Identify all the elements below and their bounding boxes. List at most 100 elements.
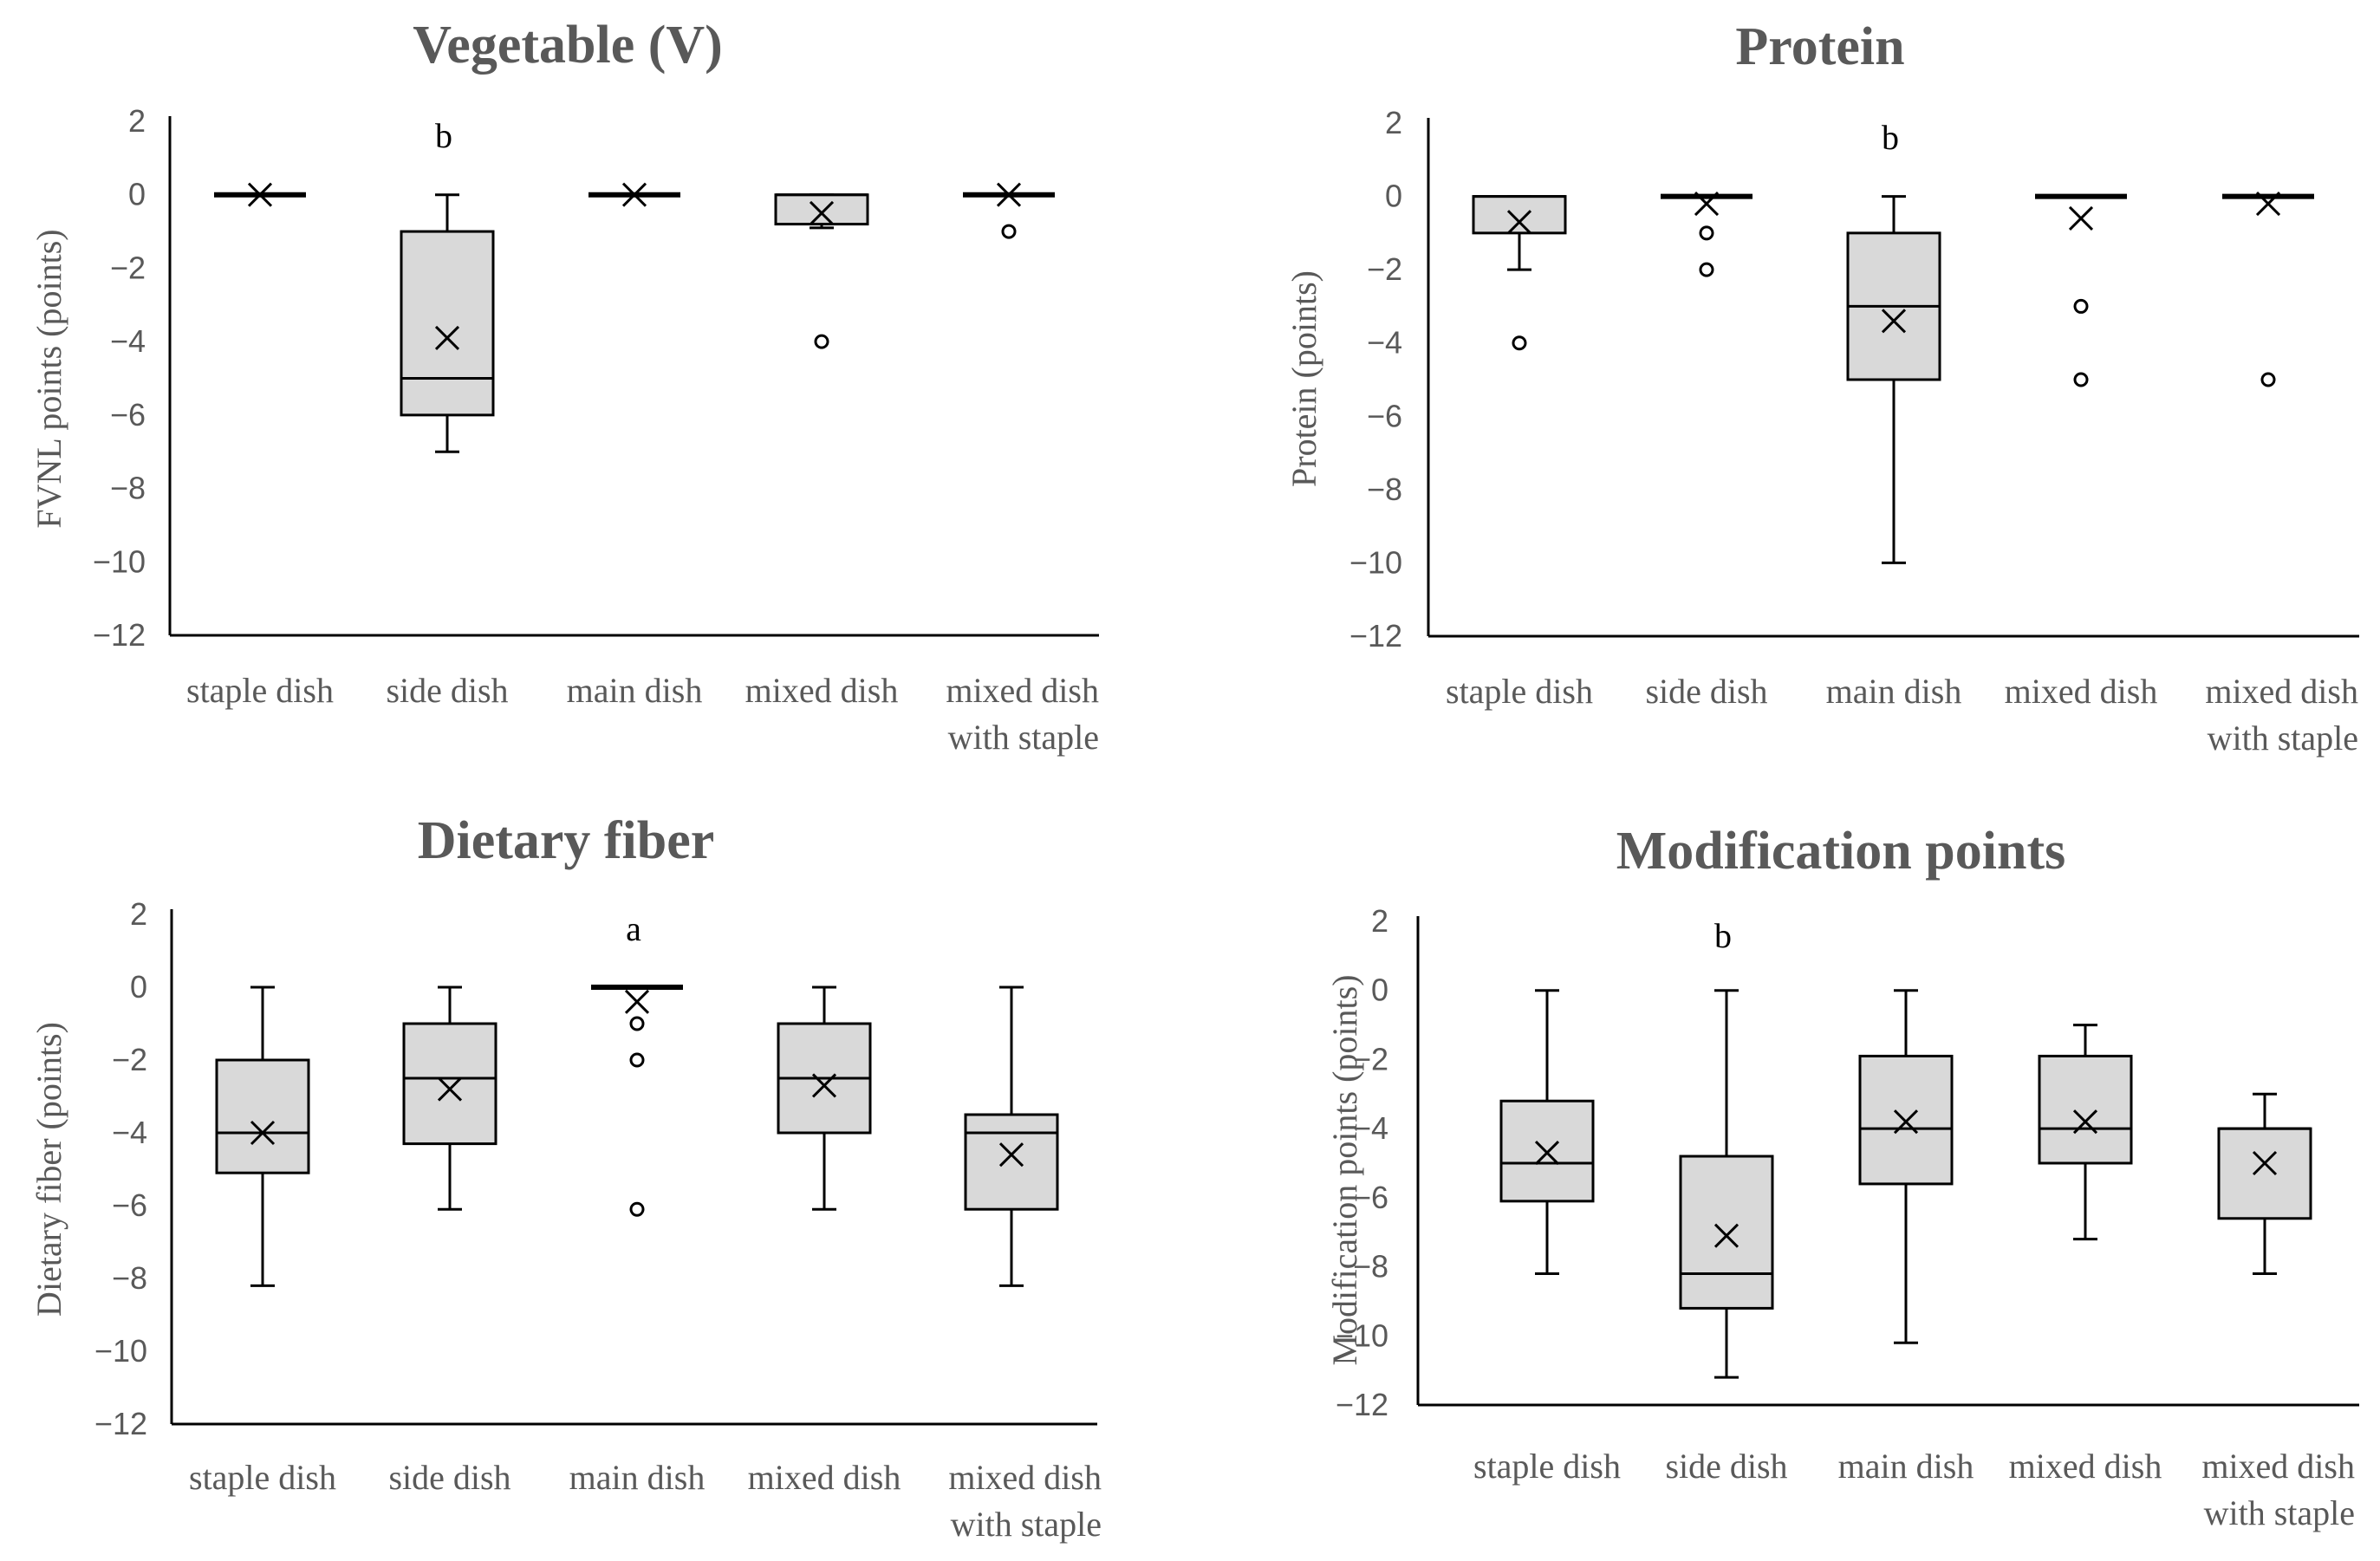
- outlier-point: [814, 334, 829, 349]
- mean-marker: [437, 1076, 463, 1102]
- y-tick-label: −10: [1349, 544, 1402, 580]
- y-tick-label: −12: [1349, 618, 1402, 654]
- category-label: staple dish: [189, 1458, 336, 1497]
- box-iqr: [1679, 1154, 1774, 1310]
- mean-marker: [2255, 191, 2281, 217]
- mean-marker: [624, 989, 650, 1014]
- outlier-point: [2073, 372, 2089, 387]
- y-axis-label: Dietary fiber (points): [29, 1022, 68, 1317]
- y-tick-label: −6: [1367, 398, 1402, 433]
- outlier-point: [629, 1201, 645, 1217]
- category-label: main dish: [1826, 672, 1962, 711]
- mean-marker: [811, 1073, 837, 1098]
- y-tick-label: −2: [112, 1042, 147, 1077]
- significance-letter: a: [626, 909, 641, 948]
- y-tick-label: 0: [1385, 179, 1402, 214]
- y-tick-label: 0: [1371, 972, 1388, 1008]
- box-iqr: [215, 1058, 310, 1174]
- box-iqr: [402, 1022, 497, 1146]
- y-axis-label: FVNL points (points): [29, 229, 68, 528]
- category-label: side dish: [1665, 1447, 1787, 1486]
- outlier-point: [1699, 225, 1714, 241]
- mean-marker: [998, 1142, 1024, 1167]
- significance-letter: b: [435, 116, 452, 155]
- y-tick-label: −4: [112, 1115, 147, 1150]
- mean-marker: [996, 182, 1022, 207]
- mean-marker: [1506, 210, 1532, 235]
- y-tick-label: −6: [1353, 1180, 1388, 1215]
- category-label: staple dish: [186, 671, 334, 710]
- outlier-point: [1512, 335, 1527, 351]
- mean-marker: [1893, 1109, 1919, 1135]
- mean-marker: [1694, 191, 1720, 217]
- mean-marker: [809, 200, 835, 225]
- y-tick-label: −2: [1367, 251, 1402, 287]
- category-label: main dish: [1838, 1447, 1974, 1486]
- category-label: mixed dish: [2005, 672, 2158, 711]
- mean-marker: [2068, 205, 2094, 231]
- chart-title: Protein: [1735, 17, 1904, 76]
- category-label: side dish: [1645, 672, 1767, 711]
- mean-marker: [247, 182, 273, 207]
- y-tick-label: 2: [1385, 105, 1402, 140]
- y-tick-label: 0: [128, 177, 146, 212]
- outlier-point: [1001, 224, 1017, 239]
- chart-title: Modification points: [1616, 822, 2065, 881]
- mean-marker: [2252, 1150, 2278, 1176]
- y-tick-label: −8: [1353, 1249, 1388, 1285]
- box-iqr: [964, 1113, 1059, 1211]
- category-label: mixed dish: [2205, 672, 2358, 711]
- category-label: side dish: [386, 671, 508, 710]
- chart-title: Vegetable (V): [413, 16, 723, 75]
- category-label: main dish: [567, 671, 703, 710]
- outlier-point: [629, 1016, 645, 1031]
- y-tick-label: 2: [130, 896, 147, 932]
- mean-marker: [1881, 309, 1907, 334]
- outlier-point: [2260, 372, 2276, 387]
- outlier-point: [2073, 298, 2089, 314]
- significance-letter: b: [1882, 118, 1899, 157]
- mean-marker: [434, 325, 460, 350]
- y-tick-label: −4: [1353, 1110, 1388, 1146]
- box-iqr: [774, 193, 869, 226]
- category-label: side dish: [388, 1458, 510, 1497]
- category-label: staple dish: [1446, 672, 1593, 711]
- y-tick-label: −12: [94, 1406, 147, 1441]
- y-tick-label: −6: [110, 397, 146, 433]
- y-tick-label: −2: [110, 250, 146, 285]
- category-label: with staple: [2208, 719, 2358, 758]
- y-tick-label: −4: [110, 323, 146, 359]
- y-tick-label: 2: [1371, 903, 1388, 939]
- category-label: mixed dish: [2009, 1447, 2162, 1486]
- y-tick-label: −8: [110, 471, 146, 506]
- significance-letter: b: [1714, 916, 1732, 955]
- category-label: mixed dish: [946, 671, 1099, 710]
- mean-marker: [2072, 1109, 2098, 1135]
- category-label: with staple: [948, 718, 1099, 757]
- category-label: mixed dish: [745, 671, 899, 710]
- box-iqr: [1472, 195, 1567, 235]
- outlier-point: [1699, 262, 1714, 277]
- y-tick-label: 2: [128, 103, 146, 139]
- mean-marker: [1713, 1223, 1739, 1248]
- category-label: mixed dish: [748, 1458, 901, 1497]
- category-label: with staple: [951, 1505, 1102, 1544]
- outlier-point: [629, 1052, 645, 1068]
- y-tick-label: −6: [112, 1187, 147, 1223]
- y-tick-label: −8: [1367, 472, 1402, 507]
- y-tick-label: −2: [1353, 1041, 1388, 1076]
- mean-marker: [621, 182, 647, 207]
- category-label: main dish: [569, 1458, 706, 1497]
- y-axis-label: Protein (points): [1284, 270, 1323, 487]
- category-label: mixed dish: [2201, 1447, 2355, 1486]
- category-label: mixed dish: [948, 1458, 1102, 1497]
- y-tick-label: −12: [1336, 1387, 1388, 1422]
- box-iqr: [2038, 1054, 2133, 1165]
- y-tick-label: −12: [93, 617, 146, 653]
- box-iqr: [400, 230, 495, 417]
- y-tick-label: −8: [112, 1260, 147, 1296]
- chart-title: Dietary fiber: [418, 811, 715, 870]
- y-tick-label: −10: [93, 543, 146, 579]
- category-label: with staple: [2204, 1493, 2355, 1532]
